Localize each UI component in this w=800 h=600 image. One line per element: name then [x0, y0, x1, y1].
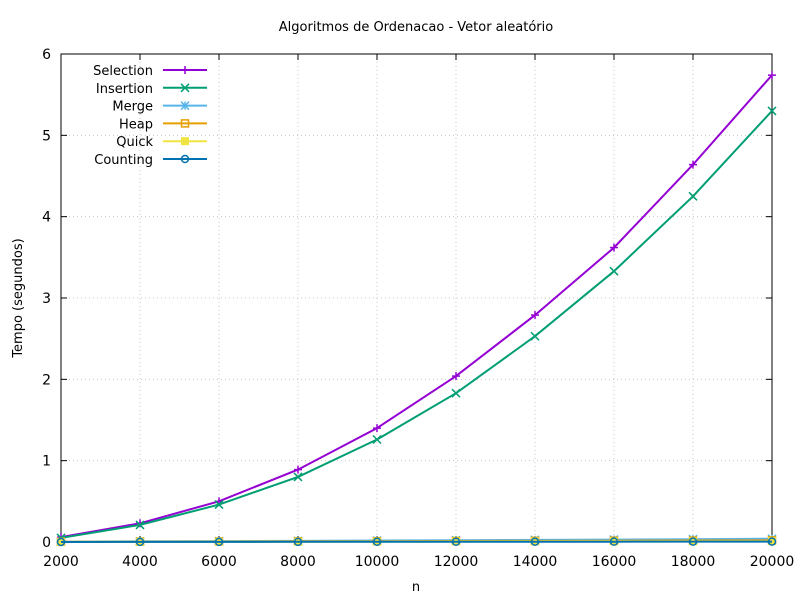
data-point	[214, 537, 224, 547]
data-point	[688, 191, 698, 201]
legend-item-insertion: Insertion	[96, 82, 207, 97]
series-line	[60, 74, 773, 539]
x-tick-label: 18000	[671, 554, 716, 570]
x-tick-label: 10000	[355, 554, 400, 570]
data-point	[135, 537, 145, 547]
y-tick-labels: 0 1 2 3 4 5 6	[42, 47, 51, 551]
series-insertion	[56, 106, 777, 543]
y-tick-label: 0	[42, 535, 51, 551]
data-point	[135, 520, 145, 530]
data-point	[56, 537, 66, 547]
data-point	[180, 119, 190, 128]
data-point	[180, 154, 190, 164]
data-point	[767, 106, 777, 116]
x-tick-label: 12000	[434, 554, 479, 570]
data-point	[181, 137, 189, 146]
y-tick-label: 5	[42, 128, 51, 144]
series-line	[60, 110, 773, 539]
legend-item-selection: Selection	[93, 64, 207, 79]
legend-item-quick: Quick	[116, 135, 207, 150]
x-tick-label: 8000	[280, 554, 316, 570]
legend-label: Insertion	[96, 82, 153, 97]
data-point	[373, 424, 381, 433]
data-point	[609, 266, 619, 276]
data-point	[293, 472, 303, 482]
legend-label: Heap	[119, 117, 153, 132]
legend-item-heap: Heap	[119, 117, 207, 132]
data-point	[530, 331, 540, 341]
x-tick-label: 2000	[43, 554, 79, 570]
data-point	[451, 388, 461, 398]
data-point	[530, 537, 540, 546]
legend-item-counting: Counting	[94, 153, 207, 168]
x-tick-label: 4000	[122, 554, 158, 570]
data-point	[372, 537, 382, 547]
data-point	[688, 537, 698, 546]
data-point	[180, 101, 190, 111]
data-point	[452, 372, 460, 381]
data-point	[451, 537, 461, 547]
data-point	[294, 465, 302, 474]
data-point	[214, 500, 224, 510]
data-point	[180, 83, 190, 93]
x-tick-label: 6000	[201, 554, 237, 570]
y-tick-label: 3	[42, 291, 51, 307]
data-point	[768, 71, 776, 80]
y-tick-label: 1	[42, 454, 51, 470]
series-lines	[56, 71, 777, 547]
series-counting	[56, 537, 777, 547]
x-tick-label: 14000	[513, 554, 558, 570]
chart-title: Algoritmos de Ordenacao - Vetor aleatóri…	[279, 20, 553, 35]
data-point	[689, 160, 697, 169]
y-axis-title: Tempo (segundos)	[11, 238, 26, 358]
legend-label: Selection	[93, 64, 153, 79]
y-tick-label: 6	[42, 47, 51, 63]
x-axis-title: n	[412, 580, 420, 595]
legend-item-merge: Merge	[112, 100, 207, 115]
data-point	[372, 434, 382, 445]
data-point	[293, 537, 303, 547]
legend-label: Quick	[116, 135, 153, 150]
x-tick-label: 16000	[592, 554, 637, 570]
data-point	[531, 311, 539, 320]
data-point	[767, 537, 777, 546]
y-tick-label: 4	[42, 210, 51, 226]
y-tick-label: 2	[42, 372, 51, 388]
data-point	[609, 537, 619, 546]
grid-lines	[61, 54, 772, 542]
x-tick-labels: 2000 4000 6000 8000 10000 12000 14000 16000 1800…	[43, 554, 794, 570]
legend-label: Counting	[94, 153, 153, 168]
legend-label: Merge	[112, 100, 153, 115]
data-point	[181, 66, 189, 74]
legend: Selection Insertion Merge Heap Quick Counting	[93, 64, 207, 168]
data-point	[610, 243, 618, 252]
x-tick-label: 20000	[750, 554, 795, 570]
